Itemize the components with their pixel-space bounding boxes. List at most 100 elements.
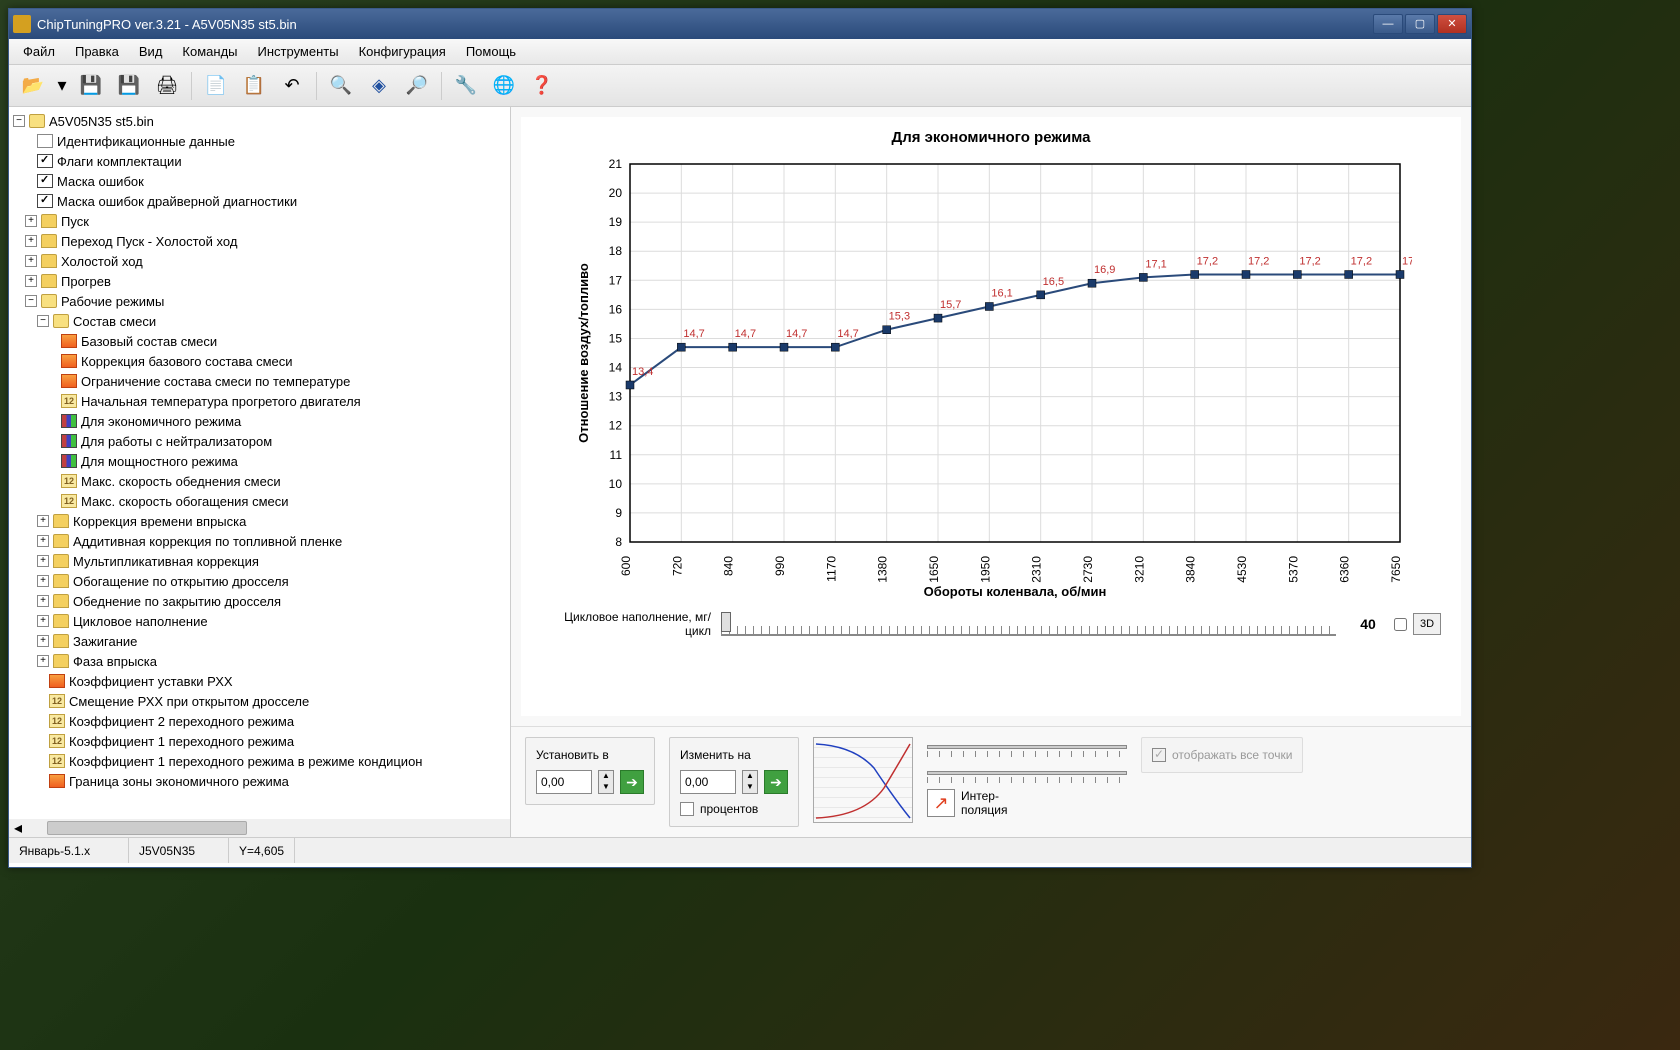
12-icon: 12 (61, 494, 77, 508)
menu-Правка[interactable]: Правка (65, 40, 129, 63)
tree-item[interactable]: +Фаза впрыска (13, 651, 506, 671)
maximize-button[interactable]: ▢ (1405, 14, 1435, 34)
12-icon: 12 (61, 474, 77, 488)
interp-icon[interactable]: ↗ (927, 789, 955, 817)
3d-button[interactable]: 3D (1413, 613, 1441, 635)
copy-button[interactable]: 📄 (200, 70, 232, 102)
tree-item[interactable]: −A5V05N35 st5.bin (13, 111, 506, 131)
expand-toggle[interactable]: + (25, 275, 37, 287)
change-value-input[interactable] (680, 770, 736, 794)
expand-toggle[interactable]: + (37, 615, 49, 627)
tree-item[interactable]: −Рабочие режимы (13, 291, 506, 311)
tree-item[interactable]: +Зажигание (13, 631, 506, 651)
save-button[interactable]: 💾 (75, 70, 107, 102)
change-spin[interactable]: ▲▼ (742, 770, 758, 794)
slider-checkbox[interactable] (1394, 618, 1407, 631)
expand-toggle[interactable]: − (13, 115, 25, 127)
print-button[interactable]: 🖨 (151, 70, 183, 102)
mini-slider-1[interactable] (927, 737, 1127, 757)
saveall-button[interactable]: 💾 (113, 70, 145, 102)
change-apply-button[interactable]: ➔ (764, 770, 788, 794)
expand-toggle[interactable]: + (37, 655, 49, 667)
expand-toggle[interactable]: + (37, 595, 49, 607)
tree-item[interactable]: −Состав смеси (13, 311, 506, 331)
minimize-button[interactable]: — (1373, 14, 1403, 34)
tree-item[interactable]: 12Коэффициент 1 переходного режима (13, 731, 506, 751)
tree-item[interactable]: Для экономичного режима (13, 411, 506, 431)
menu-Команды[interactable]: Команды (172, 40, 247, 63)
tree-item[interactable]: 12Коэффициент 2 переходного режима (13, 711, 506, 731)
svg-text:18: 18 (609, 244, 623, 258)
zoom-button[interactable]: 🔎 (401, 70, 433, 102)
tree-item[interactable]: Идентификационные данные (13, 131, 506, 151)
folder-icon (53, 534, 69, 548)
open-dropdown[interactable]: ▾ (55, 70, 69, 102)
menu-Помощь[interactable]: Помощь (456, 40, 526, 63)
svg-text:17,2: 17,2 (1299, 255, 1320, 267)
showpts-checkbox[interactable]: ✓ (1152, 748, 1166, 762)
tree-item[interactable]: +Обеднение по закрытию дросселя (13, 591, 506, 611)
paste-button[interactable]: 📋 (238, 70, 270, 102)
find-button[interactable]: 🔍 (325, 70, 357, 102)
menu-Вид[interactable]: Вид (129, 40, 173, 63)
tree-item[interactable]: +Цикловое наполнение (13, 611, 506, 631)
tree-item[interactable]: +Прогрев (13, 271, 506, 291)
expand-toggle[interactable]: − (25, 295, 37, 307)
expand-toggle[interactable]: + (25, 215, 37, 227)
tree-item[interactable]: 12Начальная температура прогретого двига… (13, 391, 506, 411)
tree-item[interactable]: Коэффициент уставки РХХ (13, 671, 506, 691)
tree-item[interactable]: +Мультипликативная коррекция (13, 551, 506, 571)
tree-item[interactable]: +Холостой ход (13, 251, 506, 271)
mini-curve-chart[interactable] (813, 737, 913, 823)
tree-item[interactable]: +Пуск (13, 211, 506, 231)
tree-item[interactable]: 12Макс. скорость обогащения смеси (13, 491, 506, 511)
tree-item[interactable]: 12Смещение РХХ при открытом дросселе (13, 691, 506, 711)
expand-toggle[interactable]: − (37, 315, 49, 327)
12-icon: 12 (49, 694, 65, 708)
tree-item[interactable]: Для мощностного режима (13, 451, 506, 471)
expand-toggle[interactable]: + (25, 255, 37, 267)
tree-item[interactable]: Маска ошибок драйверной диагностики (13, 191, 506, 211)
tree-item[interactable]: Базовый состав смеси (13, 331, 506, 351)
expand-toggle[interactable]: + (37, 575, 49, 587)
svg-text:600: 600 (619, 556, 633, 576)
expand-toggle[interactable]: + (37, 515, 49, 527)
tree-item[interactable]: +Аддитивная коррекция по топливной пленк… (13, 531, 506, 551)
info-button[interactable]: ◈ (363, 70, 395, 102)
network-button[interactable]: 🌐 (488, 70, 520, 102)
tree-hscroll[interactable]: ◂ (9, 819, 510, 837)
menu-Инструменты[interactable]: Инструменты (248, 40, 349, 63)
tree-item[interactable]: Ограничение состава смеси по температуре (13, 371, 506, 391)
tree-item[interactable]: Коррекция базового состава смеси (13, 351, 506, 371)
menu-Файл[interactable]: Файл (13, 40, 65, 63)
svg-text:12: 12 (609, 419, 623, 433)
expand-toggle[interactable]: + (37, 635, 49, 647)
tree-item[interactable]: +Переход Пуск - Холостой ход (13, 231, 506, 251)
param-slider[interactable] (721, 612, 1336, 636)
svg-text:16,1: 16,1 (991, 287, 1012, 299)
help-button[interactable]: ❓ (526, 70, 558, 102)
undo-button[interactable]: ↶ (276, 70, 308, 102)
mini-slider-2[interactable] (927, 763, 1127, 783)
expand-toggle[interactable]: + (37, 555, 49, 567)
tree-item[interactable]: +Коррекция времени впрыска (13, 511, 506, 531)
12-icon: 12 (61, 394, 77, 408)
menu-Конфигурация[interactable]: Конфигурация (349, 40, 456, 63)
tree-item[interactable]: 12Макс. скорость обеднения смеси (13, 471, 506, 491)
set-value-input[interactable] (536, 770, 592, 794)
expand-toggle[interactable]: + (25, 235, 37, 247)
set-apply-button[interactable]: ➔ (620, 770, 644, 794)
set-spin[interactable]: ▲▼ (598, 770, 614, 794)
tree-item[interactable]: Маска ошибок (13, 171, 506, 191)
percent-checkbox[interactable] (680, 802, 694, 816)
tree-item[interactable]: 12Коэффициент 1 переходного режима в реж… (13, 751, 506, 771)
tree-item[interactable]: Флаги комплектации (13, 151, 506, 171)
tree-view[interactable]: −A5V05N35 st5.binИдентификационные данны… (9, 107, 510, 819)
tree-item[interactable]: Граница зоны экономичного режима (13, 771, 506, 791)
tree-item[interactable]: +Обогащение по открытию дросселя (13, 571, 506, 591)
close-button[interactable]: ✕ (1437, 14, 1467, 34)
tools-button[interactable]: 🔧 (450, 70, 482, 102)
expand-toggle[interactable]: + (37, 535, 49, 547)
open-button[interactable]: 📂 (17, 70, 49, 102)
tree-item[interactable]: Для работы с нейтрализатором (13, 431, 506, 451)
